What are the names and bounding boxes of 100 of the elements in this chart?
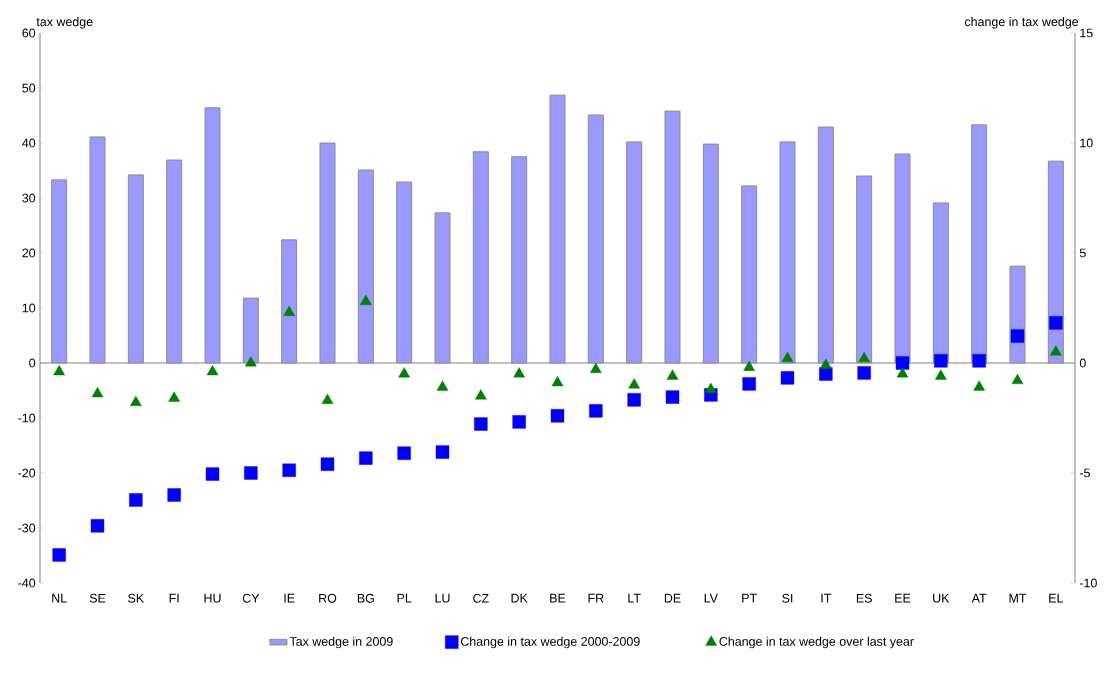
- point: [435, 445, 450, 459]
- point: [551, 376, 564, 387]
- x-tick-label: FR: [588, 593, 604, 603]
- point: [705, 382, 717, 393]
- y-tick-label: -30: [18, 523, 36, 533]
- point: [129, 493, 143, 507]
- point: [820, 358, 832, 369]
- point: [283, 305, 295, 316]
- x-tick-label: RO: [319, 593, 337, 603]
- y-tick-label: 40: [22, 138, 36, 148]
- x-tick-label: FI: [169, 593, 179, 603]
- point: [512, 415, 526, 429]
- x-tick-label: PT: [742, 593, 757, 603]
- y2-tick-label: 5: [1079, 248, 1086, 258]
- x-tick-label: HU: [204, 593, 221, 603]
- x-tick-label: ES: [856, 593, 872, 603]
- point: [935, 369, 947, 380]
- y2-axis-title: change in tax wedge: [964, 17, 1079, 29]
- legend-label: Change in tax wedge 2000-2009: [460, 636, 640, 649]
- legend-label: Tax wedge in 2009: [289, 636, 393, 649]
- point: [665, 390, 680, 404]
- x-tick-label: BG: [357, 593, 374, 603]
- point: [743, 360, 755, 371]
- point: [282, 463, 296, 477]
- point: [1011, 373, 1024, 385]
- y-tick-label: -20: [18, 468, 36, 478]
- point: [320, 457, 335, 471]
- point: [857, 366, 871, 380]
- y-tick-label: 10: [22, 303, 36, 313]
- point: [245, 356, 257, 367]
- point: [666, 369, 679, 380]
- y-tick-label: 0: [29, 358, 36, 368]
- point: [398, 367, 410, 378]
- point: [819, 367, 833, 381]
- point: [1049, 316, 1063, 330]
- point: [858, 351, 870, 363]
- point: [742, 377, 756, 391]
- point: [130, 395, 142, 407]
- y-tick-label: 30: [22, 193, 36, 203]
- point: [589, 404, 603, 418]
- x-tick-label: DE: [664, 593, 681, 603]
- x-tick-label: UK: [933, 593, 950, 603]
- point: [780, 371, 795, 385]
- point: [972, 354, 986, 368]
- point: [474, 417, 488, 431]
- point: [205, 467, 220, 481]
- point: [550, 409, 565, 423]
- point: [627, 393, 641, 407]
- y2-tick-label: -10: [1079, 578, 1097, 588]
- x-tick-label: SE: [89, 593, 106, 603]
- y-tick-label: 60: [22, 28, 36, 38]
- x-tick-label: BE: [550, 593, 566, 603]
- y-axis-title: tax wedge: [36, 17, 93, 29]
- x-tick-label: AT: [971, 593, 987, 603]
- x-tick-label: MT: [1009, 593, 1027, 603]
- point: [167, 488, 181, 502]
- point: [53, 365, 65, 376]
- x-tick-label: PL: [397, 593, 412, 603]
- point: [934, 354, 948, 368]
- point: [206, 365, 219, 376]
- point: [359, 451, 373, 465]
- y-tick-label: 20: [22, 248, 36, 258]
- point: [781, 351, 794, 363]
- y2-tick-label: -5: [1079, 468, 1090, 478]
- x-tick-label: NL: [52, 593, 67, 603]
- point: [628, 378, 640, 389]
- point: [475, 389, 487, 400]
- x-tick-label: DK: [511, 593, 528, 603]
- x-tick-label: LU: [435, 593, 450, 603]
- x-tick-label: EL: [1049, 593, 1064, 603]
- x-tick-label: LV: [704, 593, 718, 603]
- point: [90, 519, 105, 533]
- point: [244, 466, 258, 480]
- point: [896, 367, 909, 378]
- point: [1050, 345, 1062, 356]
- point: [321, 393, 334, 404]
- y-tick-label: -40: [18, 578, 36, 588]
- y-tick-label: -10: [18, 413, 36, 423]
- x-tick-label: IE: [284, 593, 295, 603]
- point: [895, 356, 910, 370]
- y2-tick-label: 10: [1080, 138, 1093, 148]
- x-tick-label: CY: [242, 593, 260, 603]
- x-tick-label: SI: [782, 593, 793, 603]
- point: [436, 380, 449, 391]
- x-tick-label: LT: [628, 593, 641, 603]
- point: [91, 387, 104, 398]
- point: [973, 380, 985, 391]
- y2-tick-label: 15: [1080, 28, 1093, 38]
- y-tick-label: 50: [22, 83, 36, 93]
- point: [360, 294, 372, 305]
- x-tick-label: EE: [895, 593, 911, 603]
- point: [513, 367, 525, 378]
- point: [590, 362, 602, 374]
- legend-label: Change in tax wedge over last year: [719, 636, 914, 649]
- x-tick-label: CZ: [473, 593, 489, 603]
- point: [168, 391, 180, 402]
- x-tick-label: SK: [128, 593, 145, 603]
- point: [397, 446, 411, 460]
- y2-tick-label: 0: [1079, 358, 1086, 368]
- x-tick-label: IT: [821, 593, 832, 603]
